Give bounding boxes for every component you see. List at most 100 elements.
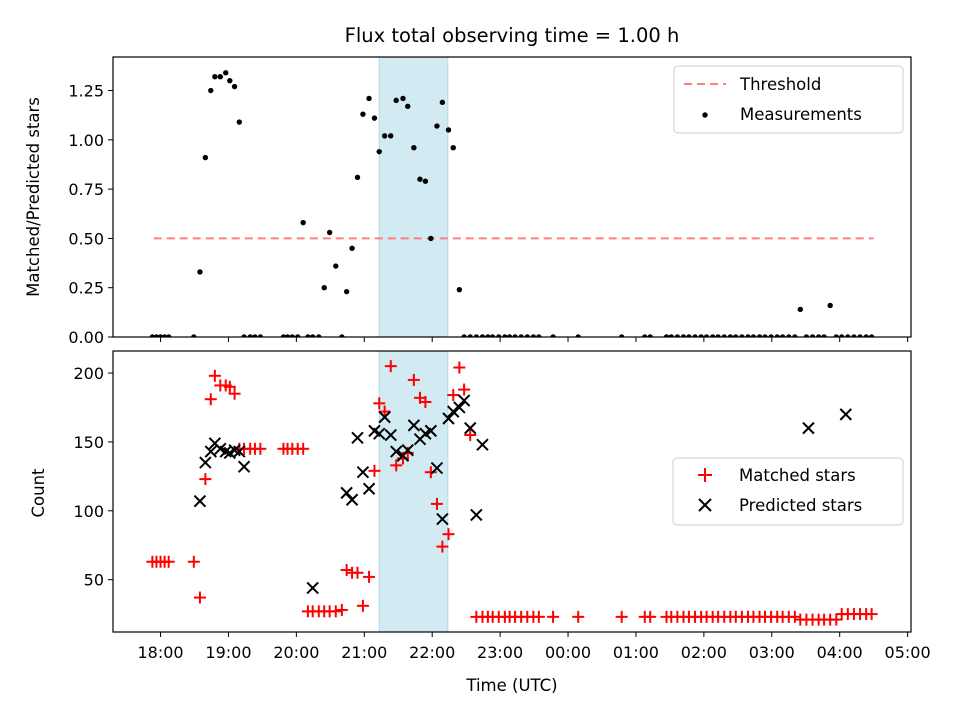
highlight-span bbox=[378, 56, 449, 338]
predicted-star-marker bbox=[802, 421, 815, 435]
measurement-point bbox=[191, 334, 197, 337]
x-tick-label: 05:00 bbox=[885, 643, 931, 662]
predicted-star-marker bbox=[204, 445, 218, 458]
matched-star-marker bbox=[788, 610, 801, 623]
marker-stroke bbox=[373, 427, 386, 440]
predicted-star-marker bbox=[407, 419, 421, 432]
matched-star-marker bbox=[447, 389, 460, 402]
y-tick-label: 100 bbox=[73, 502, 104, 521]
marker-stroke bbox=[368, 424, 381, 438]
marker-stroke bbox=[839, 408, 853, 421]
measurement-point bbox=[851, 334, 857, 337]
measurement-point bbox=[411, 145, 417, 151]
matched-star-marker bbox=[865, 608, 878, 621]
y-tick-label: 150 bbox=[73, 433, 104, 452]
predicted-star-marker bbox=[356, 466, 370, 479]
measurement-point bbox=[231, 83, 238, 90]
matched-star-marker bbox=[193, 591, 206, 604]
x-tick-label: 23:00 bbox=[477, 643, 523, 662]
measurement-point bbox=[575, 334, 581, 337]
marker-stroke bbox=[453, 401, 466, 414]
predicted-star-marker bbox=[457, 394, 471, 407]
measurement-point bbox=[715, 334, 721, 337]
marker-stroke bbox=[356, 466, 370, 479]
measurement-point bbox=[439, 99, 446, 106]
measurement-point bbox=[721, 334, 727, 337]
measurement-point bbox=[512, 334, 518, 337]
predicted-star-marker bbox=[401, 443, 414, 457]
measurement-point bbox=[212, 74, 218, 80]
marker-stroke bbox=[340, 486, 353, 500]
measurement-point bbox=[157, 334, 164, 337]
matched-star-marker bbox=[373, 397, 386, 410]
matched-star-marker bbox=[356, 599, 369, 612]
measurement-point bbox=[349, 245, 355, 251]
measurement-point bbox=[803, 334, 810, 337]
matched-star-marker bbox=[363, 570, 376, 583]
predicted-star-marker bbox=[470, 508, 483, 522]
measurement-point bbox=[339, 334, 345, 337]
marker-stroke bbox=[233, 445, 246, 458]
marker-stroke bbox=[407, 419, 421, 432]
x-tick-label: 01:00 bbox=[613, 643, 659, 662]
measurement-point bbox=[247, 334, 253, 337]
measurement-point bbox=[456, 286, 463, 293]
marker-stroke bbox=[199, 456, 212, 469]
marker-stroke bbox=[457, 394, 471, 407]
predicted-star-marker bbox=[193, 494, 207, 508]
measurement-point bbox=[792, 334, 798, 337]
marker-stroke bbox=[436, 512, 449, 526]
measurement-point bbox=[786, 334, 792, 337]
legend-matched-swatch bbox=[698, 468, 712, 482]
predicted-star-marker bbox=[464, 421, 477, 435]
marker-stroke bbox=[802, 421, 815, 435]
matched-star-marker bbox=[297, 442, 310, 455]
measurement-point bbox=[863, 334, 869, 337]
marker-stroke bbox=[384, 428, 397, 442]
legend-top: Threshold Measurements bbox=[673, 65, 904, 134]
measurement-point bbox=[686, 334, 692, 337]
measurement-point bbox=[280, 334, 287, 337]
y-tick-label: 1.00 bbox=[68, 131, 104, 150]
measurement-point bbox=[236, 119, 243, 125]
legend-threshold-label: Threshold bbox=[739, 75, 821, 94]
highlight-span-rect bbox=[378, 350, 449, 633]
matched-star-marker bbox=[390, 459, 403, 472]
measurement-point bbox=[502, 334, 508, 337]
measurement-point bbox=[241, 334, 247, 337]
measurement-point bbox=[305, 334, 311, 337]
plot-frame bbox=[112, 350, 912, 633]
measurement-point bbox=[295, 334, 301, 337]
matched-star-marker bbox=[436, 540, 449, 553]
measurement-point bbox=[868, 334, 875, 337]
marker-stroke bbox=[351, 431, 364, 444]
measurement-point bbox=[434, 123, 440, 129]
legend-measurements-swatch bbox=[702, 112, 708, 118]
measurement-point bbox=[202, 154, 209, 161]
measurement-point bbox=[618, 334, 625, 337]
x-axis-ticks: 18:00 19:00 20:00 21:00 22:00 23:00 00:00 01:00… bbox=[137, 632, 931, 662]
measurement-point bbox=[309, 334, 316, 337]
matched-star-marker bbox=[430, 497, 443, 510]
marker-stroke bbox=[378, 410, 391, 424]
measurement-point bbox=[197, 269, 203, 275]
matched-star-marker bbox=[424, 466, 437, 479]
measurement-point bbox=[647, 334, 653, 337]
predicted-star-marker bbox=[351, 431, 364, 444]
top-panel-ratio: 0.00 0.25 0.50 0.75 1.00 1.25 Matched/Predict… bbox=[24, 56, 912, 347]
predicted-star-marker bbox=[345, 493, 359, 506]
predicted-star-marker bbox=[340, 486, 353, 500]
measurement-point bbox=[489, 334, 496, 337]
predicted-star-marker bbox=[453, 401, 466, 414]
measurement-point bbox=[223, 70, 229, 76]
measurement-point bbox=[797, 306, 803, 313]
measurement-point bbox=[326, 229, 333, 236]
measurement-point bbox=[208, 87, 214, 94]
marker-stroke bbox=[219, 445, 232, 458]
matched-star-marker bbox=[464, 429, 477, 442]
measurement-point bbox=[333, 263, 339, 269]
measurement-point bbox=[815, 334, 822, 337]
marker-stroke bbox=[447, 405, 460, 418]
marker-stroke bbox=[389, 445, 403, 458]
measurement-point bbox=[316, 334, 322, 337]
